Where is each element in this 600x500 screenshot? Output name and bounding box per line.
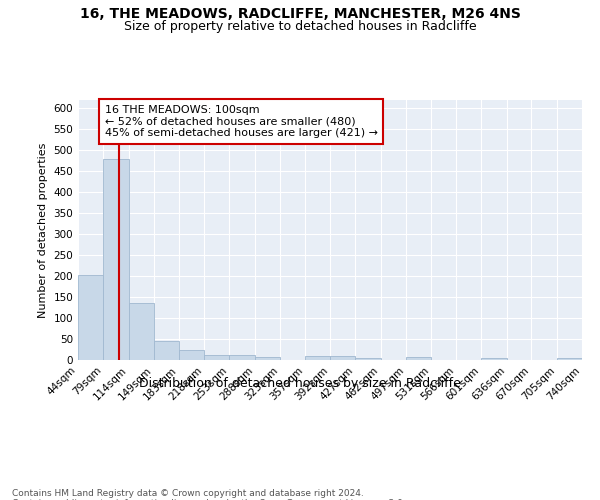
Bar xyxy=(229,354,254,360)
Bar xyxy=(305,356,330,360)
Text: Distribution of detached houses by size in Radcliffe: Distribution of detached houses by size … xyxy=(139,378,461,390)
Text: Size of property relative to detached houses in Radcliffe: Size of property relative to detached ho… xyxy=(124,20,476,33)
Bar xyxy=(355,358,380,360)
Bar xyxy=(154,340,179,360)
Bar xyxy=(128,304,154,360)
Bar xyxy=(330,356,355,360)
Bar xyxy=(406,356,431,360)
Text: 16, THE MEADOWS, RADCLIFFE, MANCHESTER, M26 4NS: 16, THE MEADOWS, RADCLIFFE, MANCHESTER, … xyxy=(80,8,520,22)
Bar xyxy=(254,356,280,360)
Bar xyxy=(103,158,128,360)
Bar xyxy=(481,358,506,360)
Y-axis label: Number of detached properties: Number of detached properties xyxy=(38,142,48,318)
Bar xyxy=(179,350,204,360)
Bar xyxy=(204,354,229,360)
Text: Contains HM Land Registry data © Crown copyright and database right 2024.: Contains HM Land Registry data © Crown c… xyxy=(12,488,364,498)
Text: 16 THE MEADOWS: 100sqm
← 52% of detached houses are smaller (480)
45% of semi-de: 16 THE MEADOWS: 100sqm ← 52% of detached… xyxy=(105,105,378,138)
Bar xyxy=(78,276,103,360)
Bar xyxy=(557,358,582,360)
Text: Contains public sector information licensed under the Open Government Licence v3: Contains public sector information licen… xyxy=(12,498,406,500)
